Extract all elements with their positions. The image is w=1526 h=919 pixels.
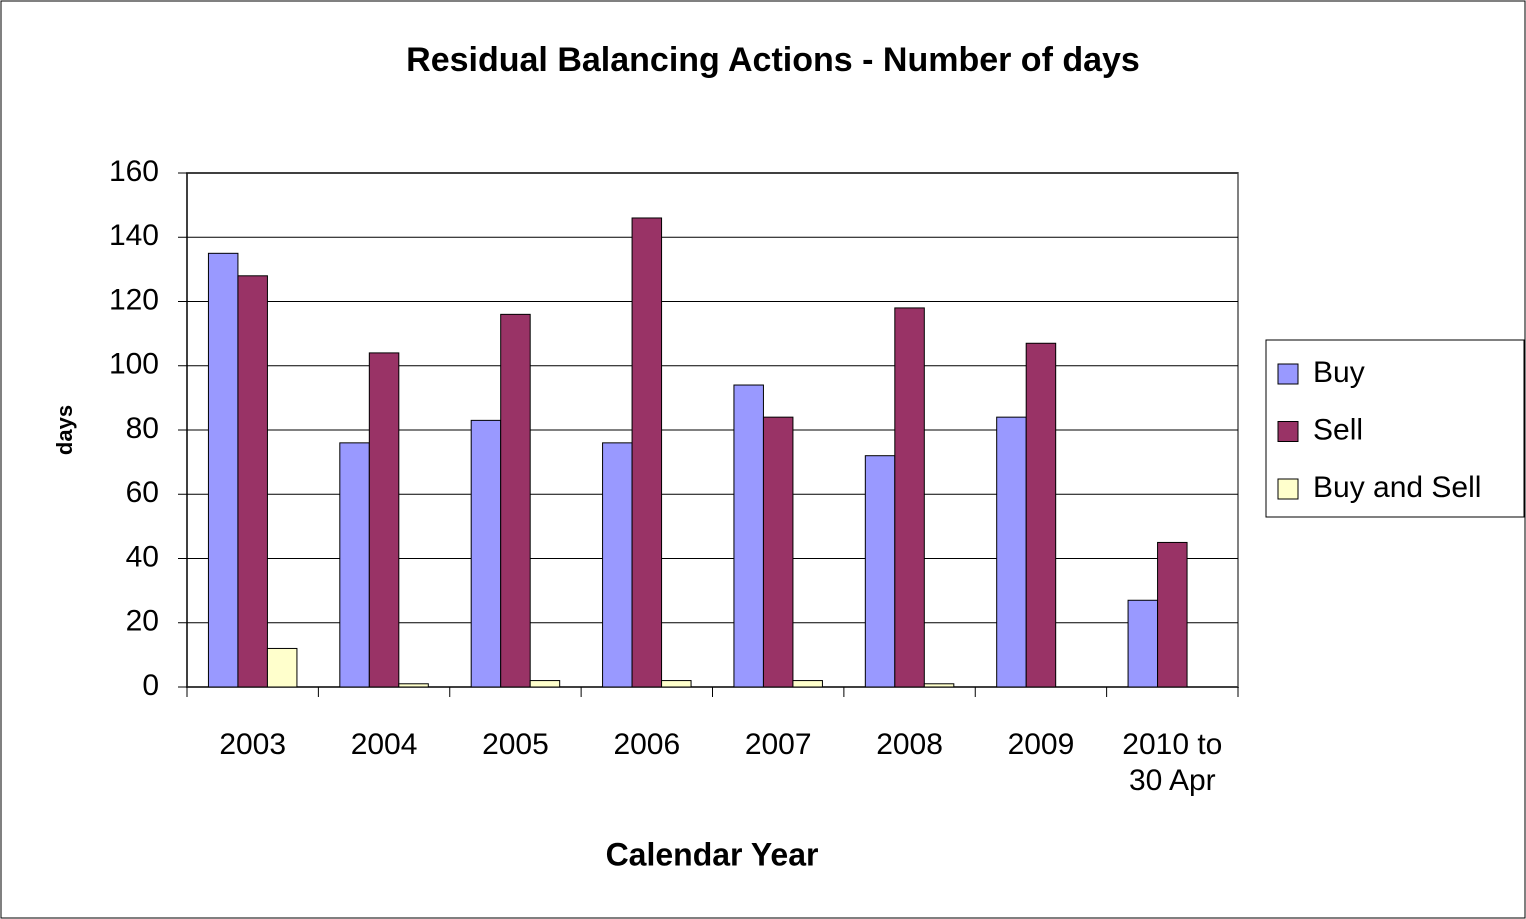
x-tick-label: 2006 (613, 728, 681, 761)
bar (894, 307, 925, 688)
x-tick-label: 2007 (744, 728, 812, 761)
y-tick-label: 160 (109, 155, 159, 188)
bar (207, 252, 239, 688)
bar (368, 352, 400, 688)
bar (1025, 342, 1057, 688)
bar (500, 313, 531, 688)
bar (733, 384, 764, 688)
bar (339, 442, 370, 688)
bar (792, 680, 823, 688)
y-tick-label: 100 (109, 348, 159, 381)
bar (661, 680, 692, 688)
y-tick-label: 140 (109, 219, 159, 252)
x-tick-label: 2008 (876, 728, 943, 761)
bar (1127, 599, 1159, 688)
legend-label: Buy (1313, 356, 1365, 389)
x-axis-title: Calendar Year (606, 836, 819, 872)
y-tick-label: 40 (126, 540, 159, 573)
legend-box (1265, 339, 1525, 518)
bar (631, 217, 663, 688)
y-tick-label: 120 (109, 283, 159, 316)
legend-swatch (1277, 421, 1299, 442)
y-tick-label: 20 (126, 605, 159, 638)
legend-label: Buy and Sell (1313, 471, 1481, 504)
bar (237, 275, 268, 688)
bar (602, 442, 633, 688)
legend-swatch (1277, 478, 1299, 500)
legend-swatch (1277, 363, 1299, 385)
bar (529, 680, 561, 688)
bar (470, 419, 502, 688)
x-tick-label: 2009 (1007, 728, 1075, 761)
legend-label: Sell (1313, 413, 1363, 446)
x-tick-label: 2010 to 30 Apr (1122, 728, 1223, 797)
bar (762, 416, 794, 688)
bar (398, 683, 429, 688)
x-tick-label: 2003 (219, 728, 287, 761)
bar (266, 647, 298, 688)
y-axis-title: days (52, 405, 77, 455)
chart-title: Residual Balancing Actions - Number of d… (406, 41, 1140, 79)
y-tick-label: 0 (142, 669, 159, 702)
bar (864, 455, 896, 688)
y-tick-label: 60 (126, 476, 159, 509)
bar (996, 416, 1027, 688)
y-tick-label: 80 (126, 412, 159, 445)
bar (1157, 541, 1188, 688)
x-tick-label: 2005 (482, 728, 549, 761)
bar (923, 683, 955, 688)
x-tick-label: 2004 (350, 728, 418, 761)
